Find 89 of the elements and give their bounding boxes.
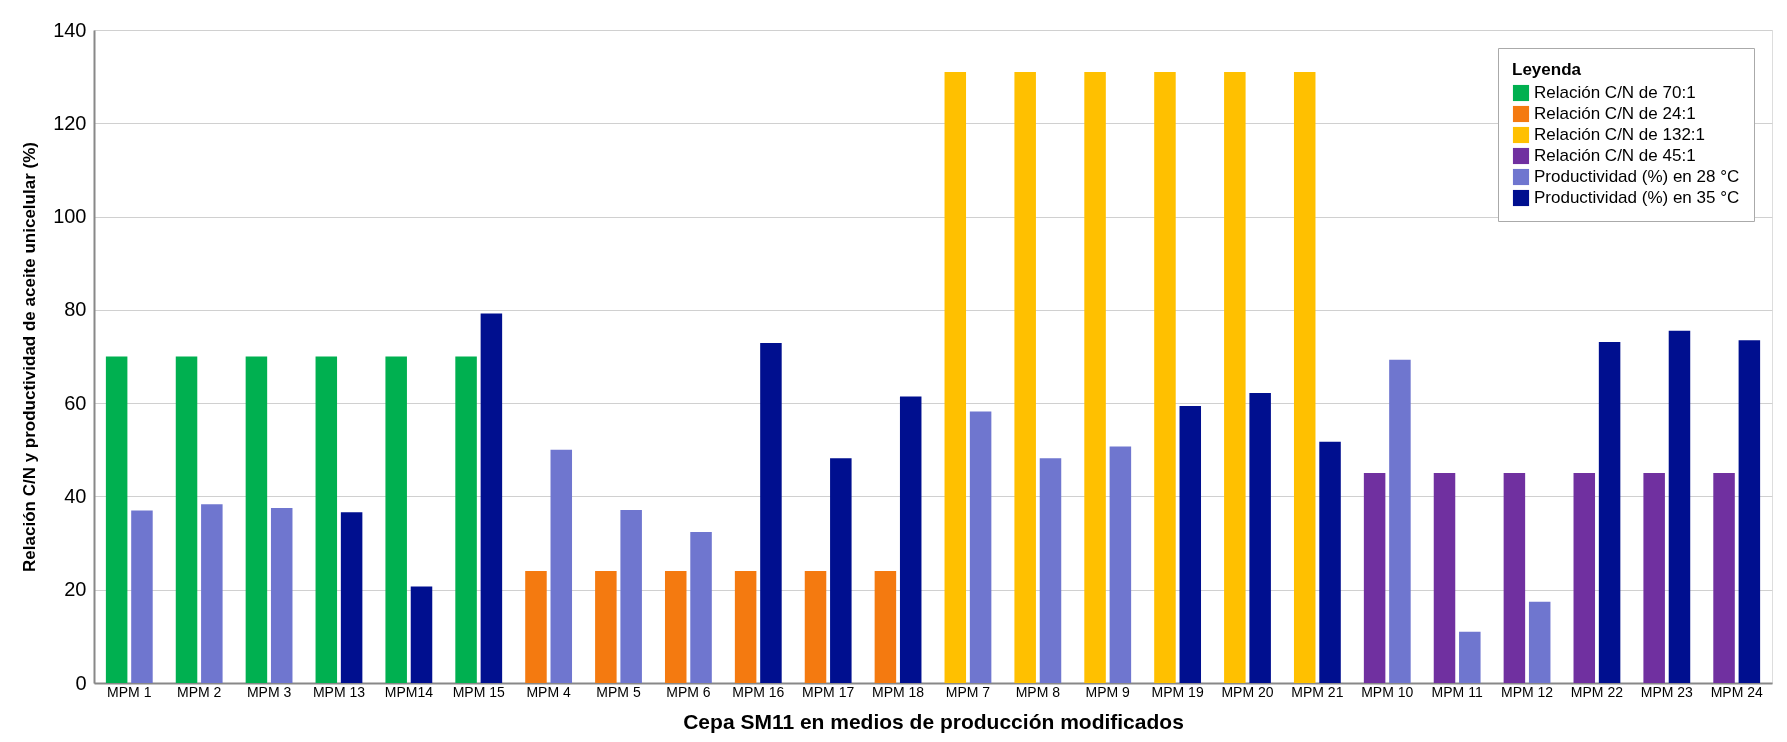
bar [525,571,547,683]
bar [830,458,852,683]
x-tick-label: MPM 10 [1361,683,1414,700]
y-tick-label: 0 [75,671,87,694]
bar [690,531,712,683]
y-tick-label: 100 [53,205,87,228]
x-tick-label: MPM 3 [246,683,292,700]
y-tick-label: 60 [64,391,87,414]
bar [944,71,967,683]
bar [899,396,922,683]
x-tick-label: MPM 6 [666,683,711,700]
x-axis-title: Cepa SM11 en medios de producción modificados [683,709,1184,733]
x-tick-label: MPM 17 [802,683,855,700]
bar [1154,71,1176,683]
y-tick-label: 40 [64,484,87,507]
bar [201,504,223,683]
x-tick-label: MPM 22 [1570,683,1624,700]
bar [804,571,827,683]
bar [245,356,268,683]
y-tick-label: 120 [53,111,87,134]
bar [480,313,503,683]
x-tick-label: MPM 19 [1151,683,1204,700]
bar [1293,71,1316,683]
bar [175,356,198,683]
legend-label: Relación C/N de 132:1 [1534,125,1706,144]
bar [1503,473,1526,683]
bar [734,571,757,683]
bar [1224,71,1246,683]
x-tick-label: MPM 8 [1015,683,1061,700]
bar [1363,473,1386,683]
y-tick-label: 140 [53,18,87,41]
y-axis-title: Relación C/N y productividad de aceite unicelular (%) [20,142,40,572]
bar [131,510,153,683]
bar [550,449,573,683]
x-tick-label: MPM 9 [1085,683,1131,700]
bar [385,356,407,683]
bar [1014,71,1036,683]
bar [105,356,128,683]
legend-label: Relación C/N de 45:1 [1534,146,1696,165]
bar [1389,359,1411,683]
x-tick-label: MPM 24 [1710,683,1763,700]
legend-label: Productividad (%) en 35 °C [1534,188,1740,207]
x-tick-label: MPM 11 [1431,683,1483,700]
x-tick-label: MPM 12 [1500,683,1554,700]
bar [664,571,687,683]
bar [1459,631,1481,683]
legend-title: Leyenda [1512,60,1582,79]
bar [340,512,363,683]
x-tick-label: MPM 16 [732,683,785,700]
bar [1528,601,1551,683]
bar [620,509,642,683]
bar [1643,473,1665,683]
x-tick-label: MPM 5 [596,683,641,700]
legend-label: Relación C/N de 70:1 [1534,83,1696,102]
x-tick-label: MPM 4 [526,683,571,700]
bar [315,356,338,683]
bar [595,571,617,683]
x-tick-label: MPM 13 [312,683,366,700]
x-tick-label: MPM14 [384,683,434,700]
bar [1433,473,1456,683]
bar [1713,473,1735,683]
bar [1598,342,1621,683]
bar [969,411,992,683]
x-tick-label: MPM 1 [107,683,152,700]
bar [1109,446,1132,683]
bar [270,508,293,683]
legend-label: Relación C/N de 24:1 [1534,104,1696,123]
bar [1668,330,1691,683]
bar [1249,392,1271,683]
bar [760,342,782,683]
x-tick-label: MPM 23 [1640,683,1694,700]
bar [410,586,433,683]
x-tick-label: MPM 20 [1221,683,1274,700]
legend-label: Productividad (%) en 28 °C [1534,167,1740,186]
x-tick-label: MPM 7 [945,683,991,700]
x-tick-label: MPM 2 [177,683,222,700]
x-tick-label: MPM 21 [1291,683,1344,700]
y-tick-label: 80 [64,298,87,321]
x-tick-label: MPM 18 [871,683,925,700]
bar [1084,71,1106,683]
bar [455,356,477,683]
x-tick-label: MPM 15 [452,683,506,700]
bar [1039,458,1062,683]
bar [1573,473,1596,683]
bar [1179,405,1202,683]
bar [874,571,897,683]
bar [1319,441,1341,683]
y-tick-label: 20 [64,578,87,601]
bar [1738,340,1761,683]
